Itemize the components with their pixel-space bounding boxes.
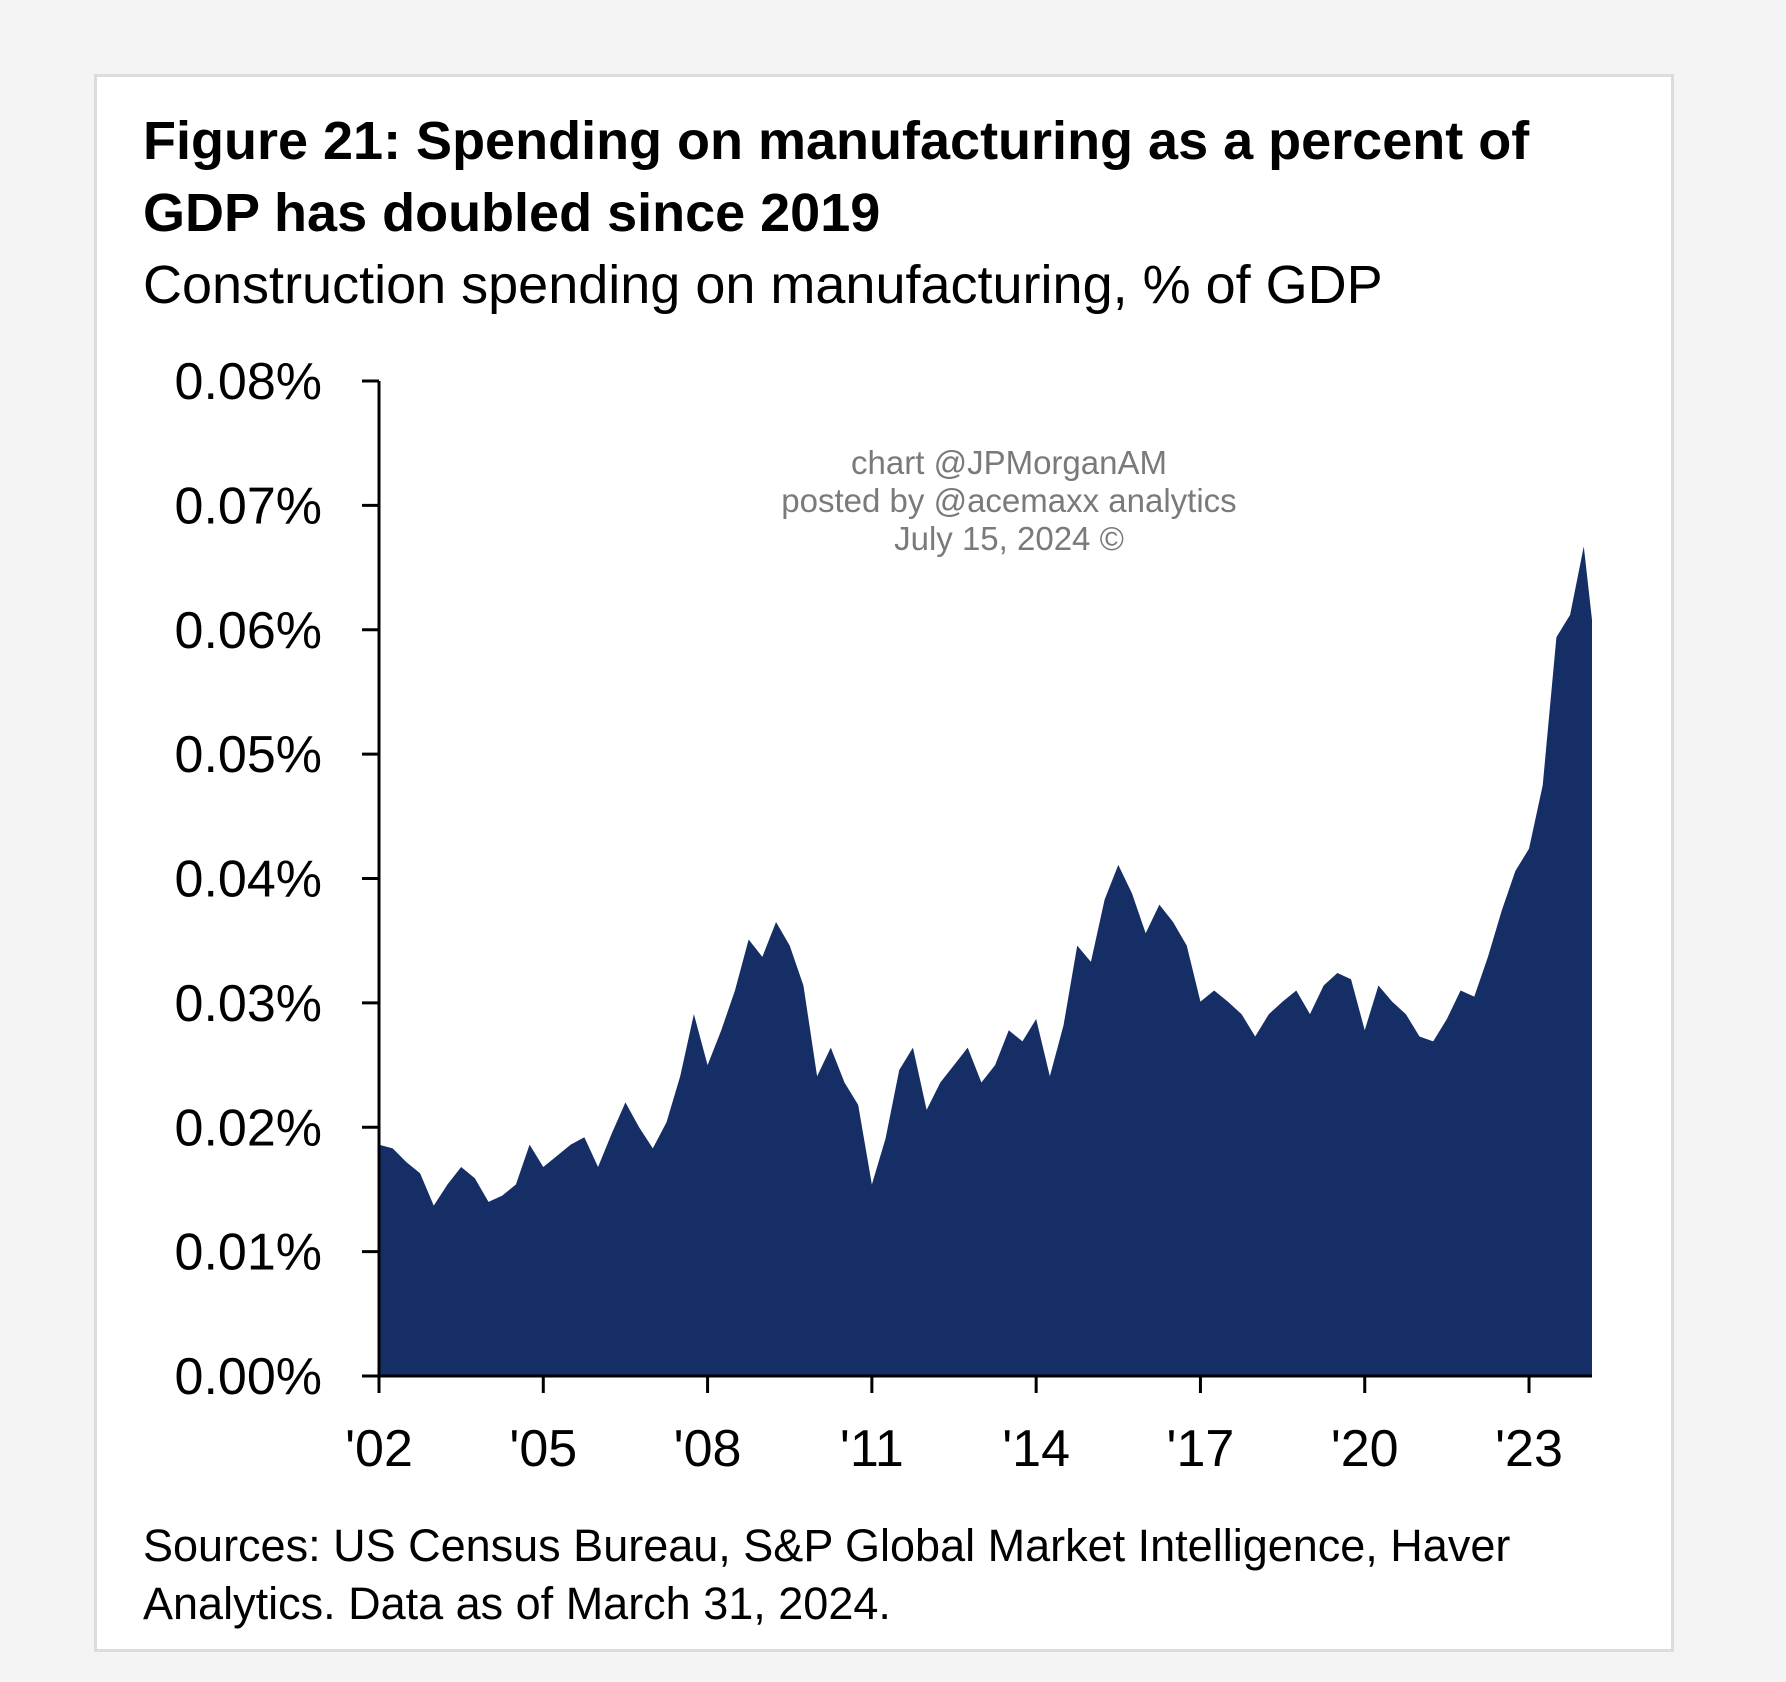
y-tick-label: 0.03% xyxy=(175,975,322,1033)
area xyxy=(379,546,1592,1376)
watermark: July 15, 2024 © xyxy=(894,520,1124,557)
y-tick-label: 0.05% xyxy=(175,726,322,784)
x-tick-label: '11 xyxy=(840,1420,904,1478)
x-tick-label: '14 xyxy=(1002,1420,1070,1478)
x-tick-label: '23 xyxy=(1495,1420,1563,1478)
y-tick-label: 0.06% xyxy=(175,602,322,660)
y-tick-label: 0.01% xyxy=(175,1224,322,1282)
chart-subtitle: Construction spending on manufacturing, … xyxy=(143,255,1383,315)
watermark: posted by @acemaxx analytics xyxy=(781,482,1236,519)
x-tick-label: '20 xyxy=(1331,1420,1399,1478)
y-tick-label: 0.00% xyxy=(175,1348,322,1406)
watermark: chart @JPMorganAM xyxy=(851,444,1167,481)
source-note: Sources: US Census Bureau, S&P Global Ma… xyxy=(143,1520,1511,1629)
y-tick-label: 0.04% xyxy=(175,851,322,909)
y-tick-label: 0.07% xyxy=(175,477,322,535)
y-tick-label: 0.08% xyxy=(175,353,322,411)
chart-title: Figure 21: Spending on manufacturing as … xyxy=(143,111,1530,243)
x-tick-label: '17 xyxy=(1167,1420,1235,1478)
y-tick-label: 0.02% xyxy=(175,1099,322,1157)
x-tick-label: '05 xyxy=(509,1420,577,1478)
x-tick-label: '08 xyxy=(674,1420,742,1478)
x-tick-label: '02 xyxy=(345,1420,413,1478)
chart-card: Figure 21: Spending on manufacturing as … xyxy=(94,74,1674,1652)
